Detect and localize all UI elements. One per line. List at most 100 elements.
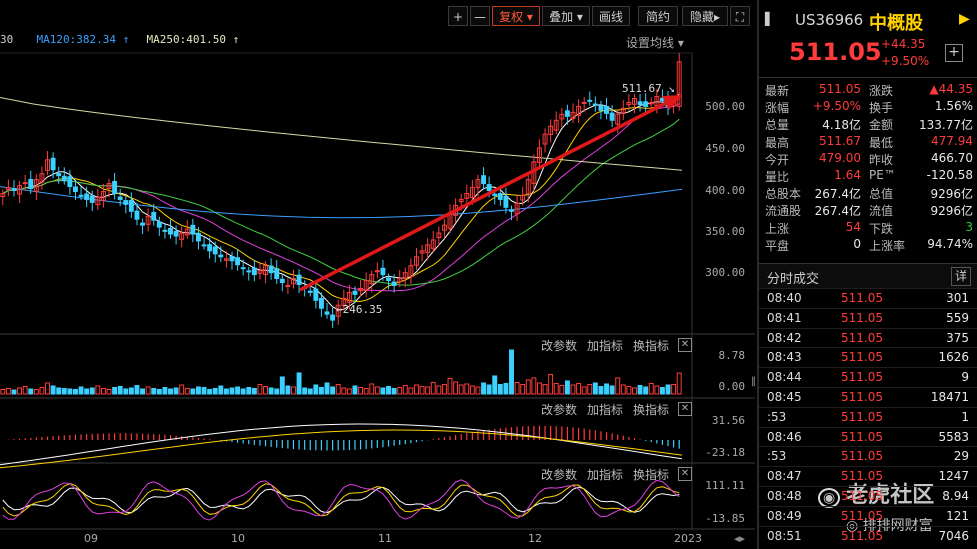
- volume-bar: [330, 386, 336, 395]
- add-indicator-button[interactable]: 加指标: [587, 468, 624, 482]
- volume-bar: [453, 381, 459, 395]
- collapse-handle[interactable]: ‖: [751, 376, 756, 387]
- quote-value: 1.64: [834, 168, 861, 182]
- tick-volume: 9: [961, 370, 969, 385]
- tick-volume: 1: [961, 409, 969, 424]
- candle-body: [576, 105, 582, 116]
- candle-body: [419, 250, 425, 254]
- candle-body: [17, 185, 23, 195]
- candle-body: [414, 256, 419, 266]
- switch-indicator-button[interactable]: 换指标: [633, 339, 670, 353]
- kline-chart[interactable]: [0, 0, 755, 549]
- volume-bar: [39, 386, 45, 395]
- macd-label: 31.56: [711, 414, 745, 427]
- volume-bar: [397, 386, 403, 395]
- volume-bar: [268, 387, 274, 395]
- volume-bar: [509, 349, 514, 395]
- quote-row: 流通股 267.4亿 流值 9296亿: [765, 202, 973, 218]
- close-icon[interactable]: ✕: [678, 402, 692, 416]
- x-label: 11: [378, 532, 392, 545]
- candle-body: [112, 180, 118, 194]
- tick-row: 08:46 511.05 5583: [759, 426, 977, 447]
- add-indicator-button[interactable]: 加指标: [587, 403, 624, 417]
- simple-mode-button[interactable]: 简约: [638, 6, 678, 26]
- next-stock-icon[interactable]: ▶: [959, 11, 970, 27]
- quote-panel: ▌ US36966 中概股 ▶ 511.05 +44.35 +9.50% + 最…: [757, 0, 977, 549]
- kdj-lines: [2, 479, 680, 521]
- candle-body: [341, 297, 347, 306]
- candle-body: [654, 96, 660, 107]
- volume-bar: [207, 388, 213, 395]
- candle-body: [123, 200, 129, 205]
- change-param-button[interactable]: 改参数: [541, 403, 578, 417]
- ma-line: [0, 97, 683, 171]
- volume-bar: [190, 388, 196, 395]
- candle-body: [559, 113, 565, 120]
- volume-bar: [441, 383, 447, 395]
- quote-key: 最低: [869, 135, 894, 150]
- draw-line-button[interactable]: 画线: [592, 6, 630, 26]
- change-param-button[interactable]: 改参数: [541, 468, 578, 482]
- candle-body: [235, 257, 241, 266]
- hide-button[interactable]: 隐藏▸: [682, 6, 728, 26]
- volume-bar: [212, 387, 218, 395]
- fullscreen-icon[interactable]: ⛶: [730, 6, 750, 26]
- scroll-left-icon[interactable]: ◂▸: [734, 532, 746, 545]
- change-param-button[interactable]: 改参数: [541, 339, 578, 353]
- zoom-out-button[interactable]: —: [470, 6, 490, 26]
- divider: [759, 77, 977, 78]
- x-label: 12: [528, 532, 542, 545]
- volume-bar: [648, 382, 654, 395]
- x-label: 10: [231, 532, 245, 545]
- candle-body: [307, 290, 313, 293]
- tick-time: 08:40: [767, 291, 802, 305]
- ticks-detail-button[interactable]: 详: [951, 267, 971, 286]
- tick-volume: 1626: [938, 350, 969, 365]
- volume-bar: [45, 382, 50, 395]
- candle-body: [39, 173, 45, 183]
- close-icon[interactable]: ✕: [678, 338, 692, 352]
- zoom-in-button[interactable]: +: [448, 6, 468, 26]
- menu-icon[interactable]: ▌: [765, 12, 775, 26]
- volume-bar: [291, 386, 296, 395]
- volume-bar: [246, 386, 252, 395]
- candle-body: [190, 224, 196, 235]
- volume-bar: [73, 388, 78, 395]
- chart-area[interactable]: + — 复权 ▾ 叠加 ▾ 画线 简约 隐藏▸ ⛶ 30 MA120:382.3…: [0, 0, 756, 549]
- quote-key: 总量: [765, 118, 790, 133]
- tick-volume: 29: [953, 449, 969, 464]
- volume-bar: [100, 387, 106, 395]
- candle-body: [391, 281, 397, 286]
- quote-value: 4.18亿: [822, 118, 861, 133]
- candle-body: [564, 110, 570, 117]
- quote-value: 1.56%: [934, 99, 973, 114]
- dif-line: [0, 423, 683, 466]
- diejia-dropdown[interactable]: 叠加 ▾: [542, 6, 590, 26]
- candle-body: [274, 268, 280, 280]
- tick-volume: 559: [946, 310, 969, 325]
- volume-bar: [223, 388, 229, 395]
- tick-volume: 8.94: [942, 489, 969, 503]
- chevron-down-icon: ▾: [677, 36, 684, 50]
- add-indicator-button[interactable]: 加指标: [587, 339, 624, 353]
- quote-key: 昨收: [869, 152, 894, 167]
- ma-settings-button[interactable]: 设置均线 ▾: [626, 34, 684, 51]
- quote-key: 最高: [765, 135, 790, 150]
- price-label: 400.00: [705, 184, 745, 197]
- price-label: 500.00: [705, 100, 745, 113]
- add-watchlist-button[interactable]: +: [945, 44, 963, 62]
- close-icon[interactable]: ✕: [678, 467, 692, 481]
- quote-value: 511.67: [819, 133, 861, 148]
- candle-body: [637, 101, 643, 105]
- candle-body: [0, 192, 6, 197]
- fuquan-dropdown[interactable]: 复权 ▾: [492, 6, 540, 26]
- volume-bar: [525, 379, 531, 395]
- switch-indicator-button[interactable]: 换指标: [633, 403, 670, 417]
- candle-body: [587, 99, 593, 102]
- switch-indicator-button[interactable]: 换指标: [633, 468, 670, 482]
- volume-bars: [0, 349, 682, 395]
- volume-bar: [576, 382, 582, 395]
- volume-bar: [408, 387, 414, 395]
- quote-key: 总股本: [765, 187, 802, 202]
- kdj-line: [2, 486, 680, 514]
